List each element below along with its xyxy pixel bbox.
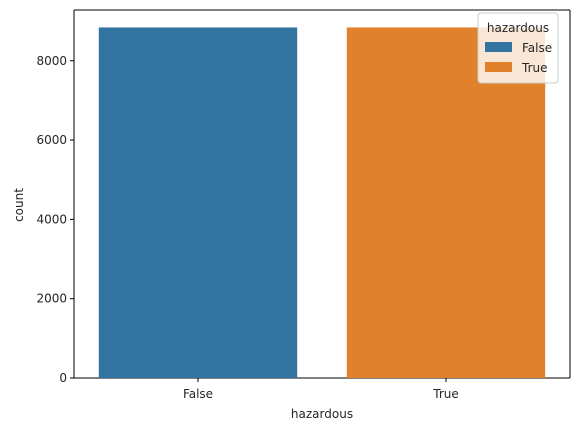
legend-swatch-false [485,42,512,52]
x-axis-label: hazardous [291,407,353,421]
bar-false [98,27,298,379]
y-axis-label: count [12,188,26,222]
y-tick-label-0: 0 [59,371,67,385]
legend-swatch-true [485,62,512,72]
legend: hazardous False True [477,12,559,84]
legend-title: hazardous [487,21,549,35]
y-tick-label-4000: 4000 [36,212,67,226]
y-tick-label-6000: 6000 [36,133,67,147]
y-axis: 0 2000 4000 6000 8000 [36,54,74,385]
y-tick-label-2000: 2000 [36,292,67,306]
legend-label-true: True [521,61,548,75]
x-tick-label-true: True [432,387,459,401]
x-axis: False True [183,378,459,401]
x-tick-label-false: False [183,387,213,401]
legend-entries: False True [485,41,552,75]
bar-true [346,27,546,379]
legend-label-false: False [522,41,552,55]
y-tick-label-8000: 8000 [36,54,67,68]
bars [98,27,546,379]
